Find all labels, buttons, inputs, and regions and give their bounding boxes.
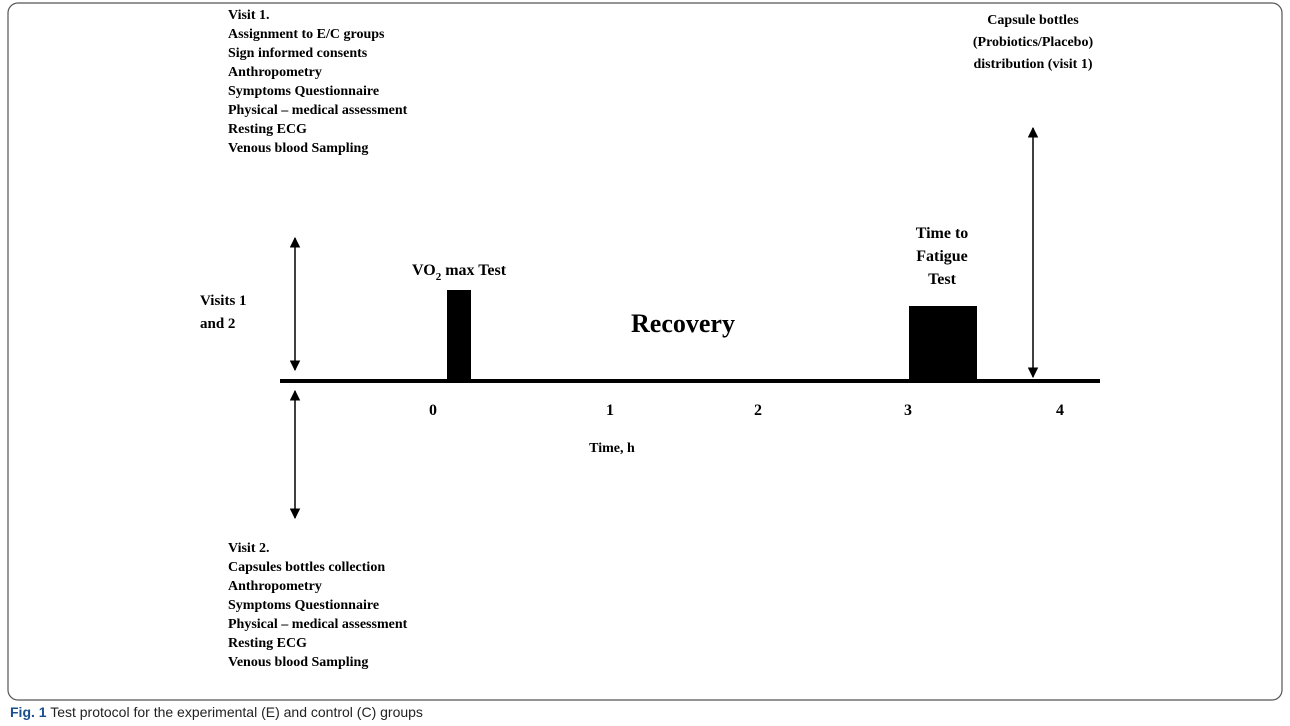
vo2-label: VO2 max Test — [412, 262, 507, 283]
axis-ticks: 0 1 2 3 4 — [429, 402, 1064, 419]
axis-tick-label: 2 — [754, 402, 762, 419]
vo2-main: VO — [412, 262, 436, 279]
capsule-label: (Probiotics/Placebo) — [973, 35, 1094, 50]
visit-item: Assignment to E/C groups — [228, 27, 385, 42]
caption-label: Fig. 1 — [10, 704, 47, 720]
visit-title: Visit 2. — [228, 541, 269, 556]
visit-title: Visit 1. — [228, 8, 269, 23]
frame — [7, 2, 1283, 701]
visit-item: Physical – medical assessment — [228, 103, 408, 118]
caption: Fig. 1 Test protocol for the experimenta… — [10, 704, 423, 720]
axis-tick-label: 4 — [1056, 402, 1064, 419]
visit-item: Symptoms Questionnaire — [228, 84, 379, 99]
visit-item: Physical – medical assessment — [228, 617, 408, 632]
capsule-label: distribution (visit 1) — [973, 57, 1092, 72]
caption-text: Test protocol for the experimental (E) a… — [47, 704, 423, 720]
visits-label: Visits 1 — [200, 293, 247, 309]
visit-item: Resting ECG — [228, 636, 307, 651]
axis-tick-label: 0 — [429, 402, 437, 419]
visit-item: Anthropometry — [228, 579, 322, 594]
fatigue-label: Time to — [916, 225, 969, 242]
recovery-label: Recovery — [631, 309, 735, 338]
axis-title: Time, h — [589, 441, 635, 456]
capsule-label: Capsule bottles — [987, 13, 1079, 28]
vo2-sub: 2 — [436, 271, 442, 283]
axis-tick-label: 3 — [904, 402, 912, 419]
visit-item: Sign informed consents — [228, 46, 368, 61]
visit-item: Venous blood Sampling — [228, 655, 368, 670]
visit-item: Anthropometry — [228, 65, 322, 80]
vo2-bar — [447, 290, 471, 381]
visit-item: Capsules bottles collection — [228, 560, 385, 575]
vo2-rest: max Test — [441, 262, 507, 279]
fatigue-label: Test — [928, 271, 957, 288]
visits-label: and 2 — [200, 316, 235, 332]
axis-tick-label: 1 — [606, 402, 614, 419]
visit-item: Symptoms Questionnaire — [228, 598, 379, 613]
visit2-block: Visit 2. Capsules bottles collection Anthr… — [228, 541, 408, 670]
fatigue-label: Fatigue — [916, 248, 968, 265]
visit1-block: Visit 1. Assignment to E/C groups Sign inf… — [228, 8, 408, 156]
fatigue-bar — [909, 306, 977, 381]
visit-item: Venous blood Sampling — [228, 141, 368, 156]
visit-item: Resting ECG — [228, 122, 307, 137]
